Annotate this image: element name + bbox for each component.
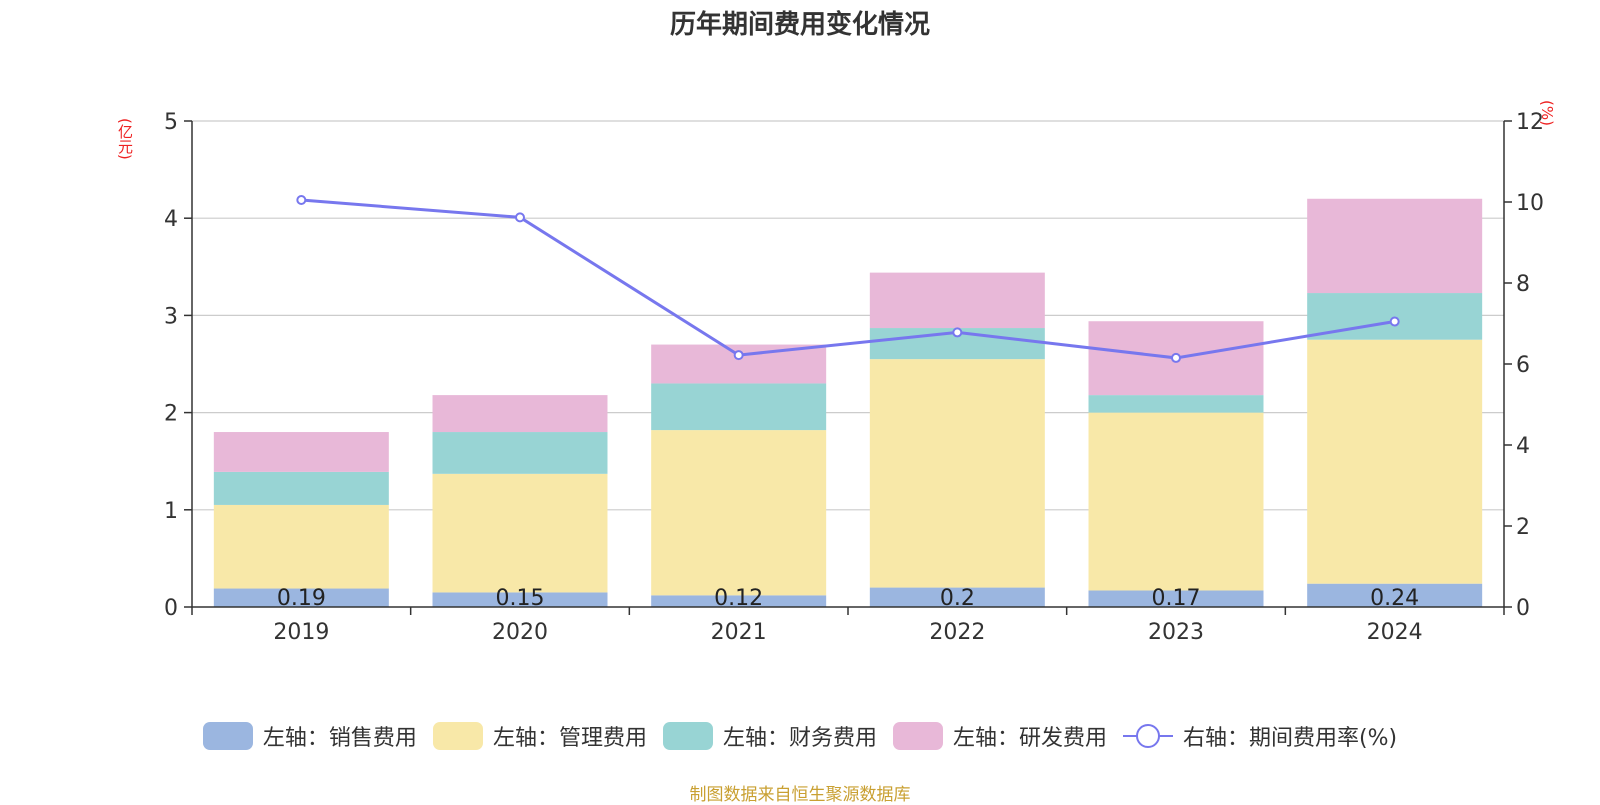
data-source-note: 制图数据来自恒生聚源数据库 xyxy=(689,785,911,805)
legend-label-rnd: 左轴：研发费用 xyxy=(952,726,1107,751)
bar-segment xyxy=(1307,339,1483,584)
legend-item-finance[interactable]: 左轴：财务费用 xyxy=(662,720,877,752)
right-tick-label: 2 xyxy=(1516,515,1530,540)
bar-segment xyxy=(432,592,608,607)
chart-area: 0123450246810120.1920190.1520200.1220210… xyxy=(164,110,1544,645)
x-tick-label: 2023 xyxy=(1148,620,1204,645)
right-tick-label: 4 xyxy=(1516,434,1530,459)
left-tick-label: 1 xyxy=(164,499,178,524)
legend-item-admin[interactable]: 左轴：管理费用 xyxy=(432,720,647,752)
chart-title: 历年期间费用变化情况 xyxy=(669,10,930,40)
legend-item-expense-rate[interactable]: 右轴：期间费用率(%) xyxy=(1122,720,1398,752)
bar-segment xyxy=(1088,590,1264,607)
bar-segment xyxy=(1088,395,1264,413)
right-axis-unit: (%) xyxy=(1538,100,1556,126)
bar-segment xyxy=(869,359,1045,588)
x-tick-label: 2021 xyxy=(711,620,767,645)
bar-segment xyxy=(432,473,608,593)
right-tick-label: 12 xyxy=(1516,110,1544,135)
expense-rate-point xyxy=(296,194,307,205)
left-tick-label: 3 xyxy=(164,304,178,329)
bar-segment xyxy=(869,587,1045,607)
bar-segment xyxy=(432,432,608,474)
right-tick-label: 10 xyxy=(1516,191,1544,216)
bar-segment xyxy=(1088,412,1264,591)
legend-label-expense-rate: 右轴：期间费用率(%) xyxy=(1182,726,1398,751)
expense-rate-point xyxy=(733,350,744,361)
legend-label-admin: 左轴：管理费用 xyxy=(492,726,647,751)
right-tick-label: 0 xyxy=(1516,596,1530,621)
bar-segment xyxy=(432,395,608,433)
legend-item-sales[interactable]: 左轴：销售费用 xyxy=(202,720,417,752)
left-tick-label: 5 xyxy=(164,110,178,135)
x-tick-label: 2019 xyxy=(273,620,329,645)
bar-segment xyxy=(213,504,389,589)
legend-item-rnd[interactable]: 左轴：研发费用 xyxy=(892,720,1107,752)
expense-rate-point xyxy=(1389,316,1400,327)
legend-swatch-admin xyxy=(432,722,483,750)
x-tick-label: 2020 xyxy=(492,620,548,645)
expense-rate-line xyxy=(301,198,1395,360)
bar-segment xyxy=(651,383,827,431)
expense-rate-point xyxy=(952,327,963,338)
right-tick-label: 6 xyxy=(1516,353,1530,378)
bar-segment xyxy=(869,272,1045,329)
left-tick-label: 2 xyxy=(164,402,178,427)
expense-rate-point xyxy=(515,212,525,223)
legend-swatch-finance xyxy=(662,722,713,750)
left-tick-label: 0 xyxy=(164,596,178,621)
bar-segment xyxy=(213,588,389,607)
legend-swatch-rnd xyxy=(892,722,943,750)
bar-segment xyxy=(1307,583,1483,607)
legend-swatch-expense-rate xyxy=(1122,722,1173,750)
bar-segment xyxy=(651,595,827,607)
legend-label-finance: 左轴：财务费用 xyxy=(722,726,877,751)
legend-label-sales: 左轴：销售费用 xyxy=(262,726,417,751)
bar-segment xyxy=(651,430,827,596)
legend: 左轴：销售费用 左轴：管理费用 左轴：财务费用 左轴：研发费用 右轴：期间费用率… xyxy=(0,720,1600,752)
x-tick-label: 2022 xyxy=(929,620,985,645)
bar-segment xyxy=(1307,198,1483,294)
expense-rate-point xyxy=(1171,352,1181,363)
legend-swatch-sales xyxy=(202,722,253,750)
right-tick-label: 8 xyxy=(1516,272,1530,297)
x-tick-label: 2024 xyxy=(1367,620,1423,645)
bar-segment xyxy=(213,471,389,505)
left-tick-label: 4 xyxy=(164,207,178,232)
bar-segment xyxy=(213,432,389,472)
left-axis-unit: (亿元) xyxy=(116,118,134,160)
